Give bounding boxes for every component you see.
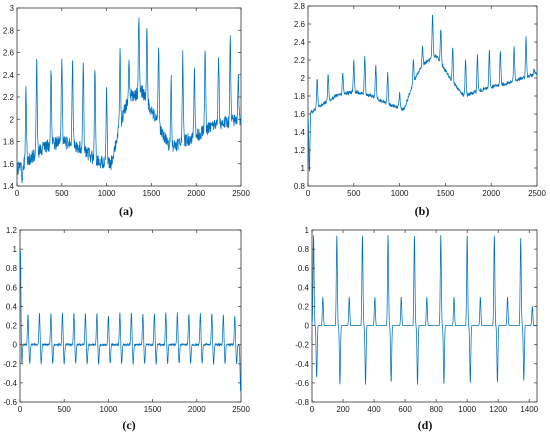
y-tick-label: -0.2 xyxy=(295,341,309,350)
caption-c: (c) xyxy=(122,418,136,432)
x-tick-label: 1000 xyxy=(98,189,116,198)
y-tick-label: 2.4 xyxy=(294,38,306,47)
x-tick-label: 0 xyxy=(306,189,311,198)
x-tick-label: 2500 xyxy=(528,189,546,198)
axes-frame xyxy=(307,5,538,187)
x-tick-label: 1000 xyxy=(391,189,409,198)
y-tick-label: -0.2 xyxy=(3,360,17,369)
x-tick-label: 500 xyxy=(55,189,69,198)
y-tick-label: 0.2 xyxy=(6,322,18,331)
axes-frame xyxy=(19,229,242,403)
y-tick-label: 0.4 xyxy=(6,302,18,311)
y-tick-label: 0.8 xyxy=(294,182,306,191)
axes-frame xyxy=(311,229,538,403)
series-line xyxy=(311,234,537,385)
y-tick-label: 0 xyxy=(305,322,310,331)
x-tick-label: 800 xyxy=(429,405,443,414)
x-tick-label: 1400 xyxy=(520,405,538,414)
y-tick-label: 3 xyxy=(10,4,15,13)
x-tick-label: 2000 xyxy=(188,405,206,414)
chart-panel-b: 0 500 1000 1500 2000 2500 0.8 1 1.2 1.4 1.6 1.8 2 2.2… xyxy=(294,2,547,198)
x-tick-label: 2500 xyxy=(232,405,250,414)
y-tick-label: 1 xyxy=(13,245,18,254)
y-tick-label: 0.6 xyxy=(6,283,18,292)
series-line xyxy=(16,17,242,184)
x-tick-label: 1200 xyxy=(489,405,507,414)
x-tick-label: 1000 xyxy=(458,405,476,414)
caption-a: (a) xyxy=(119,204,133,218)
y-tick-label: 2.8 xyxy=(294,2,306,11)
y-tick-label: 1.2 xyxy=(294,146,306,155)
y-tick-label: -0.4 xyxy=(295,360,309,369)
y-tick-label: -0.8 xyxy=(295,398,309,407)
y-tick-label: 2 xyxy=(10,115,15,124)
y-tick-label: 2.2 xyxy=(3,93,15,102)
x-tick-label: 1500 xyxy=(144,405,162,414)
x-tick-label: 200 xyxy=(336,405,350,414)
y-tick-label: -0.6 xyxy=(3,398,17,407)
y-tick-label: 2 xyxy=(301,74,306,83)
y-tick-label: 2.8 xyxy=(3,26,15,35)
x-tick-label: 600 xyxy=(398,405,412,414)
y-tick-label: 1 xyxy=(305,226,310,235)
series-line xyxy=(19,250,242,392)
x-tick-label: 1500 xyxy=(437,189,455,198)
x-tick-label: 500 xyxy=(58,405,72,414)
y-tick-label: -0.4 xyxy=(3,379,17,388)
x-tick-label: 0 xyxy=(310,405,315,414)
y-tick-label: 2.6 xyxy=(3,49,15,58)
y-tick-label: 1.2 xyxy=(6,226,18,235)
x-tick-label: 400 xyxy=(367,405,381,414)
y-tick-label: 1 xyxy=(301,164,306,173)
y-tick-label: 1.8 xyxy=(3,138,15,147)
chart-panel-a: 0 500 1000 1500 2000 2500 1.4 1.6 1.8 2 2.2 2.4 2.6 2… xyxy=(3,4,251,198)
x-tick-label: 2000 xyxy=(482,189,500,198)
y-tick-label: -0.6 xyxy=(295,379,309,388)
series-line xyxy=(307,14,538,172)
x-tick-label: 2500 xyxy=(232,189,250,198)
x-tick-label: 500 xyxy=(347,189,361,198)
x-tick-label: 2000 xyxy=(187,189,205,198)
x-tick-label: 1500 xyxy=(143,189,161,198)
y-tick-label: 0 xyxy=(13,341,18,350)
axes-frame xyxy=(16,7,242,187)
caption-b: (b) xyxy=(414,204,430,218)
y-tick-label: 1.6 xyxy=(294,110,306,119)
y-tick-label: 0.8 xyxy=(298,245,310,254)
y-tick-label: 1.4 xyxy=(294,128,306,137)
y-tick-label: 2.2 xyxy=(294,56,306,65)
y-tick-label: 1.6 xyxy=(3,160,15,169)
y-tick-label: 0.4 xyxy=(298,283,310,292)
y-tick-label: 0.6 xyxy=(298,264,310,273)
y-tick-label: 2.4 xyxy=(3,71,15,80)
x-tick-label: 0 xyxy=(18,405,23,414)
y-tick-label: 0.2 xyxy=(298,302,310,311)
chart-panel-d: 0 200 400 600 800 1000 1200 1400 -0.8 -0.6 -0.4 -0.… xyxy=(295,226,538,414)
x-tick-label: 0 xyxy=(15,189,20,198)
caption-d: (d) xyxy=(417,418,433,432)
y-tick-label: 1.4 xyxy=(3,182,15,191)
chart-panel-c: 0 500 1000 1500 2000 2500 -0.6 -0.4 -0.2 0 0.2 0.4 0… xyxy=(3,226,250,414)
x-tick-label: 1000 xyxy=(100,405,118,414)
y-tick-label: 0.8 xyxy=(6,264,18,273)
y-tick-label: 1.8 xyxy=(294,92,306,101)
y-tick-label: 2.6 xyxy=(294,20,306,29)
